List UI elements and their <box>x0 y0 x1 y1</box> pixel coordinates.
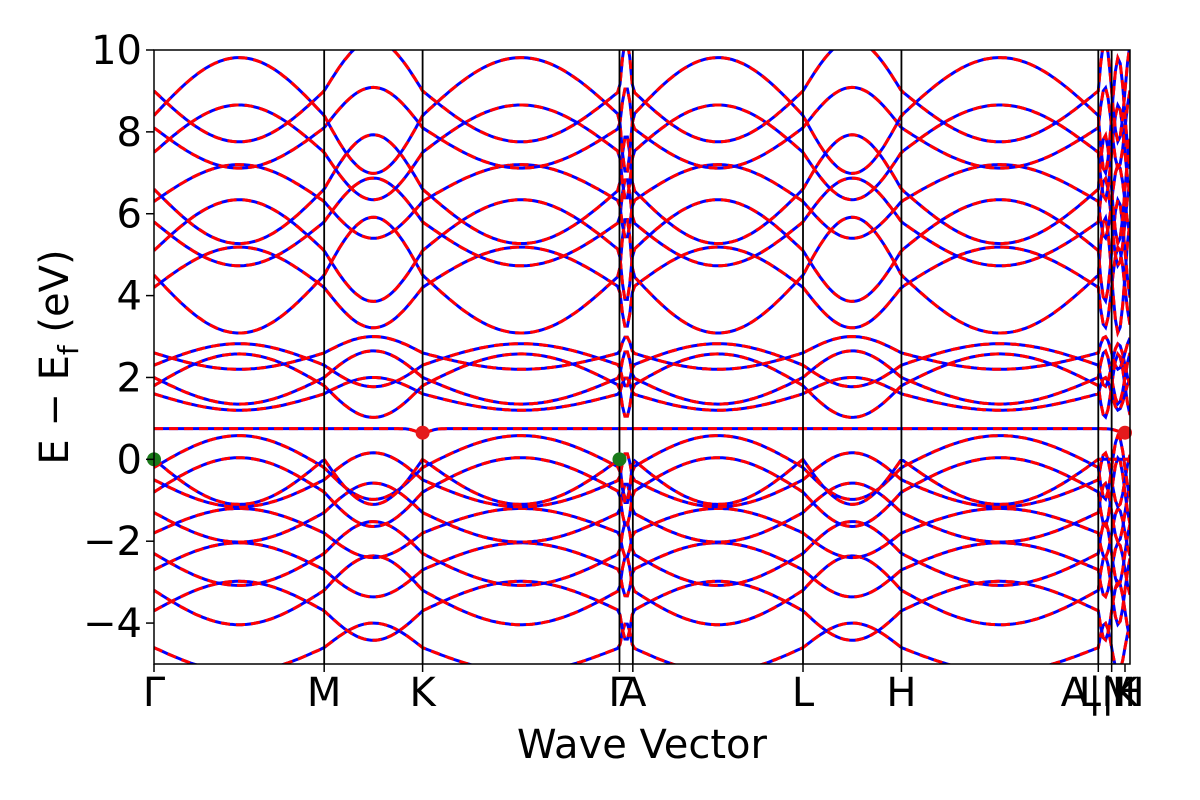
band-line-dashed <box>154 578 1130 643</box>
band-line-solid <box>154 195 1130 306</box>
band-line-dashed <box>154 457 1130 506</box>
x-tick-label: Γ <box>143 670 166 716</box>
x-tick-label: Γ <box>608 670 631 716</box>
band-line-dashed <box>154 174 1130 270</box>
y-tick-label: −4 <box>83 601 142 647</box>
band-line-solid <box>154 553 1130 628</box>
y-axis-ticks: −4 −2 0 2 4 6 8 10 <box>83 28 154 647</box>
band-line-dashed <box>154 432 1130 502</box>
y-tick-label: 6 <box>117 192 142 238</box>
band-line-dashed <box>154 101 1130 204</box>
y-tick-label: −2 <box>83 519 142 565</box>
y-tick-label: 4 <box>117 274 142 320</box>
band-line-solid <box>154 52 1130 178</box>
cbm-marker <box>415 425 430 440</box>
x-tick-label: A <box>619 670 647 716</box>
band-line-solid <box>154 174 1130 270</box>
x-tick-label: L <box>792 670 815 716</box>
band-line-dashed <box>154 427 1130 435</box>
band-line-dashed <box>154 341 1130 389</box>
band-line-dashed <box>154 450 1130 510</box>
band-line-dashed <box>154 213 1130 338</box>
x-tick-label: M <box>307 670 342 716</box>
x-tick-label: L|H <box>1079 670 1145 716</box>
band-line-dashed <box>154 52 1130 178</box>
plot-frame <box>153 49 1131 665</box>
x-tick-label: H <box>886 670 916 716</box>
band-line-dashed <box>154 540 1130 600</box>
band-line-dashed <box>154 243 1130 331</box>
y-tick-label: 2 <box>117 355 142 401</box>
x-tick-label: A|M <box>1061 670 1136 716</box>
x-axis-ticks: Γ M K ΓA L H A|ML|HK <box>143 664 1145 716</box>
band-line-dashed <box>154 131 1130 248</box>
y-tick-label: 8 <box>117 110 142 156</box>
band-line-solid <box>154 519 1130 589</box>
band-line-dashed <box>154 620 1130 664</box>
band-line-solid <box>154 334 1130 372</box>
y-axis-label: E − Ef (eV) <box>32 249 85 464</box>
x-tick-label: K <box>409 670 437 716</box>
band-line-solid <box>154 620 1130 664</box>
band-line-dashed <box>154 351 1130 420</box>
vbm-marker <box>612 452 627 467</box>
band-line-dashed <box>154 348 1130 407</box>
band-line-solid <box>154 351 1130 420</box>
cbm-marker <box>1117 425 1132 440</box>
band-line-solid <box>154 578 1130 643</box>
band-line-dashed <box>154 519 1130 589</box>
band-line-dashed <box>154 480 1130 545</box>
band-line-dashed <box>154 375 1130 413</box>
band-line-solid <box>154 243 1130 331</box>
y-tick-label: 10 <box>91 28 142 74</box>
band-line-dashed <box>154 84 1130 172</box>
band-line-dashed <box>154 334 1130 372</box>
band-line-solid <box>154 454 1130 530</box>
band-line-solid <box>154 540 1130 600</box>
high-symmetry-lines <box>323 50 1113 664</box>
x-axis-label: Wave Vector <box>517 722 768 768</box>
band-edge-markers <box>147 425 1132 467</box>
band-line-solid <box>154 50 1130 146</box>
x-tick-label: K <box>1112 670 1140 716</box>
y-tick-label: 0 <box>117 437 142 483</box>
bands-layer <box>154 50 1130 664</box>
band-line-dashed <box>154 506 1130 560</box>
band-line-solid <box>154 213 1130 338</box>
